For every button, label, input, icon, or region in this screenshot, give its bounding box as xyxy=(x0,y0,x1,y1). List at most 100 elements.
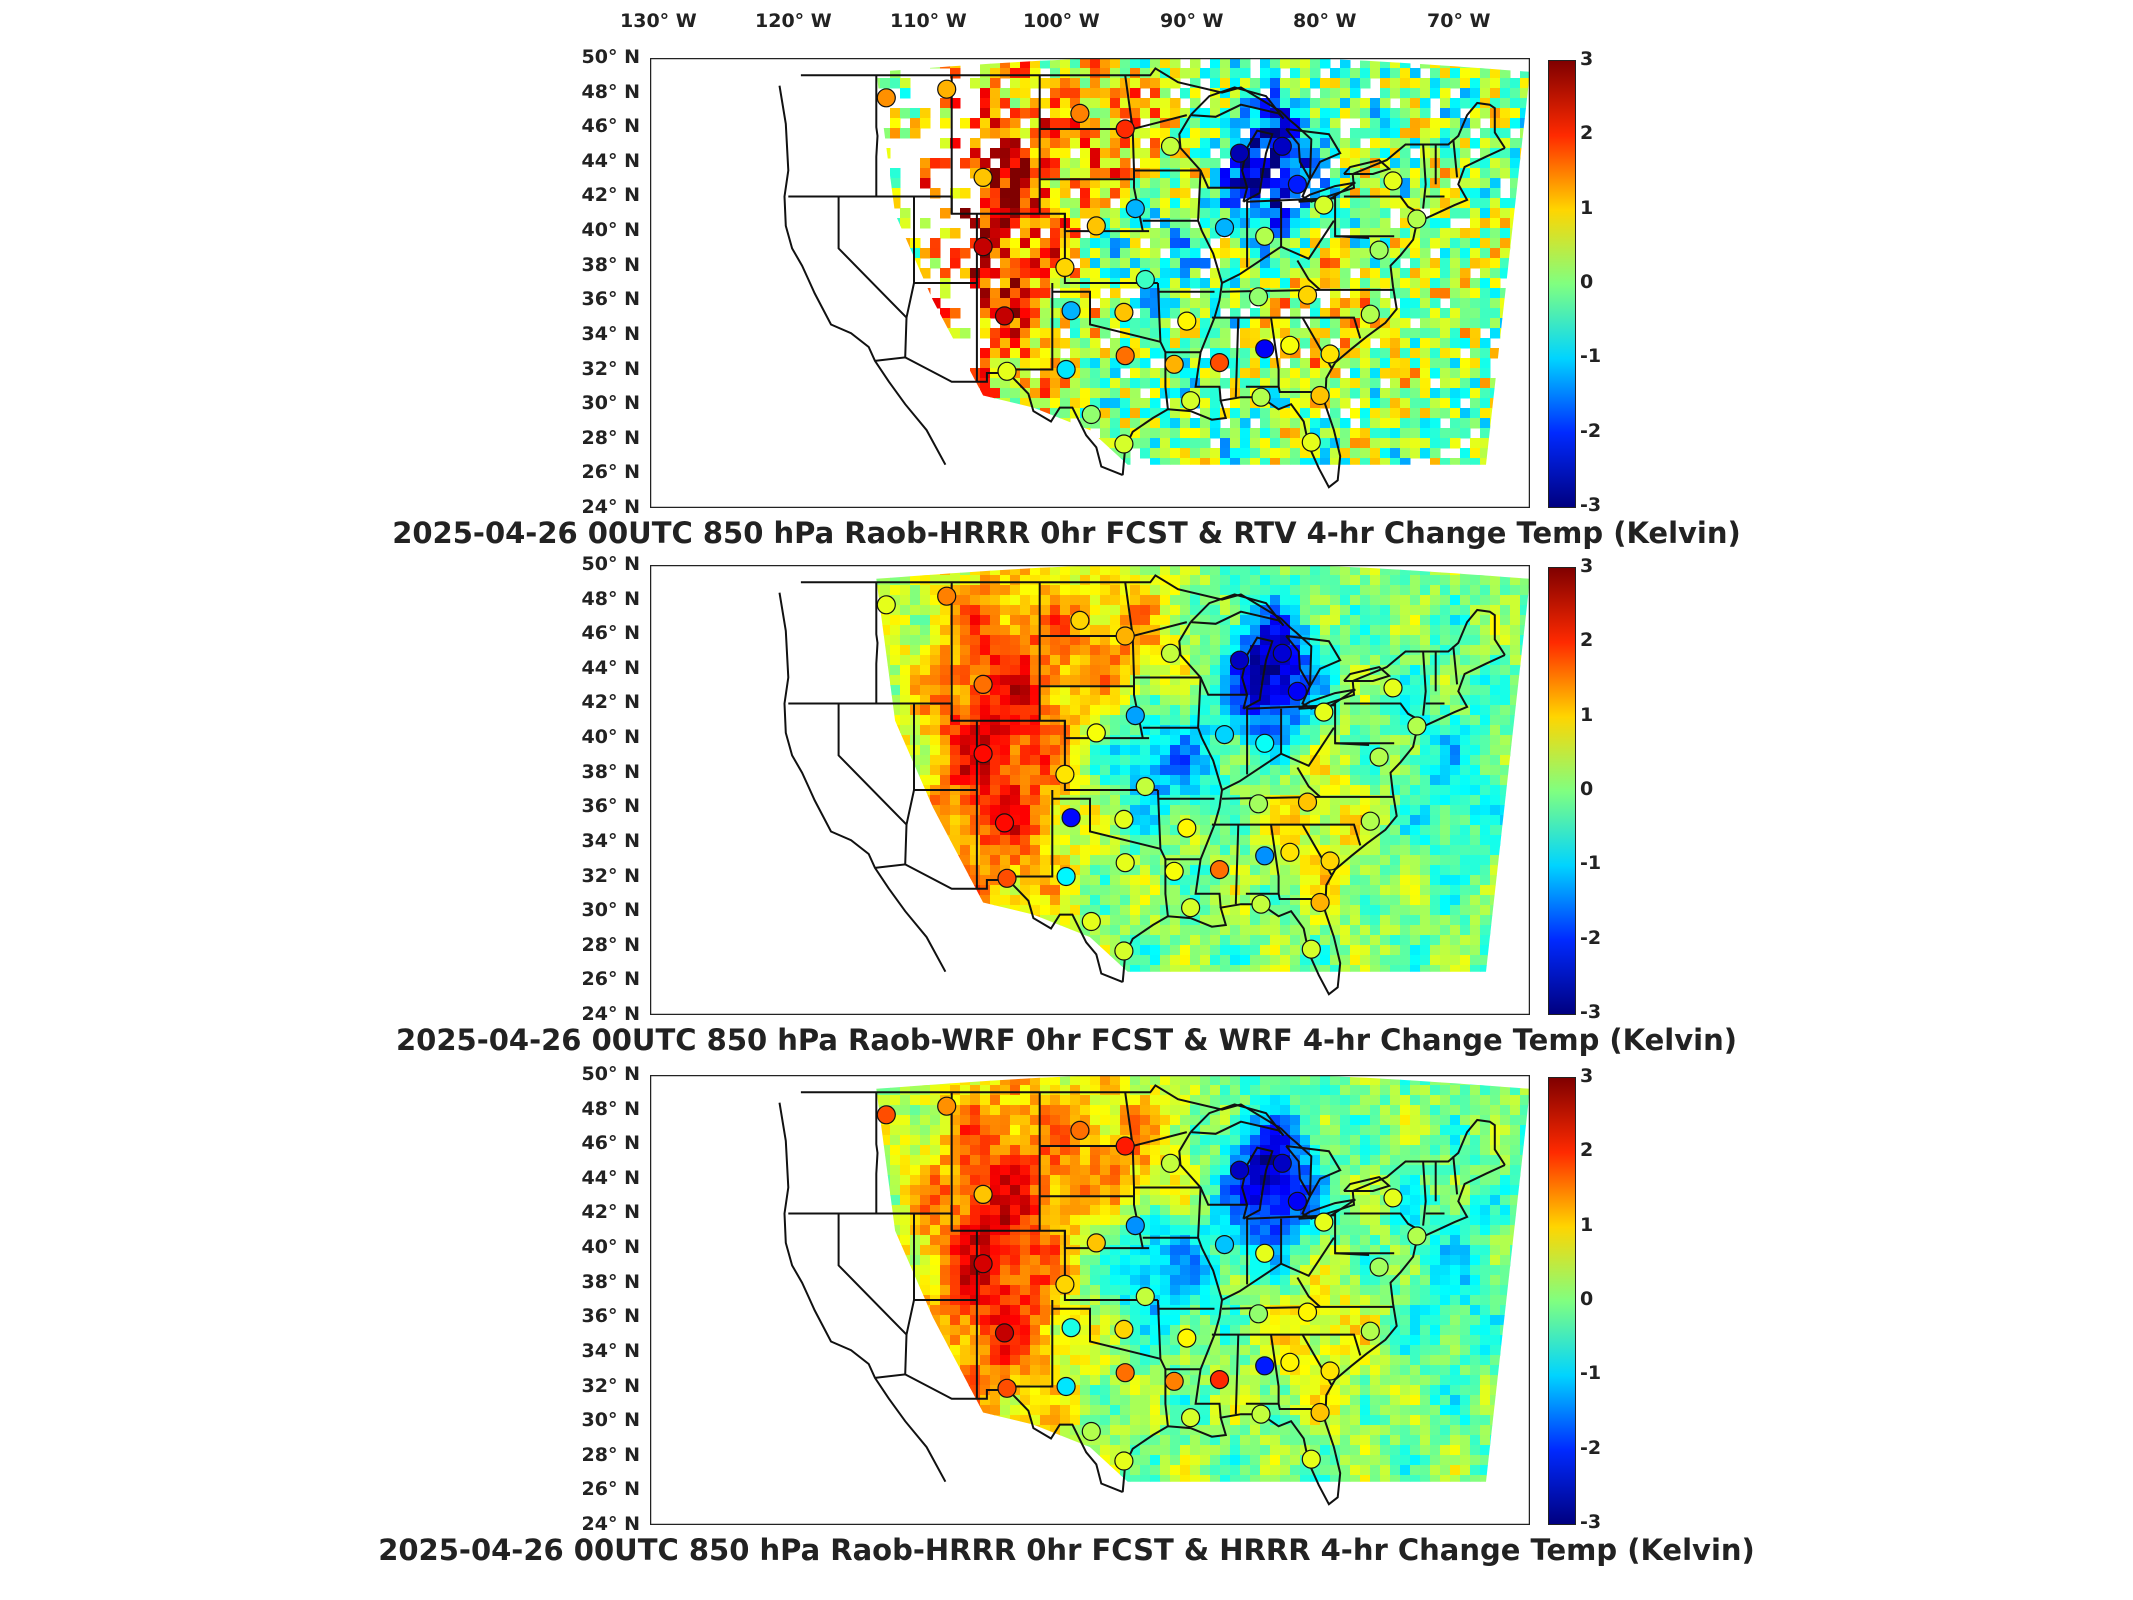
raob-station-marker xyxy=(1115,626,1135,646)
lat-label: 26° N xyxy=(581,968,640,991)
raob-station-marker xyxy=(1177,818,1197,838)
raob-station-marker xyxy=(997,361,1017,381)
lat-label: 48° N xyxy=(581,587,640,610)
temperature-map xyxy=(650,58,1530,508)
colorbar-tick: 3 xyxy=(1580,48,1594,70)
raob-station-marker xyxy=(876,88,896,108)
raob-station-marker xyxy=(994,813,1015,833)
lat-label: 38° N xyxy=(581,253,640,276)
raob-station-marker xyxy=(1301,1449,1321,1469)
lat-label: 38° N xyxy=(581,1270,640,1293)
raob-station-marker xyxy=(1115,853,1135,873)
raob-station-marker xyxy=(1369,1257,1389,1277)
raob-station-marker xyxy=(1055,257,1075,277)
raob-station-marker xyxy=(997,868,1017,888)
lon-label: 70° W xyxy=(1427,10,1491,32)
raob-station-marker xyxy=(1251,1404,1271,1424)
raob-station-marker xyxy=(1160,136,1181,156)
colorbar-tick: -1 xyxy=(1580,852,1602,875)
raob-station-marker xyxy=(973,744,993,764)
lon-label: 80° W xyxy=(1293,10,1357,32)
raob-station-marker xyxy=(1125,199,1145,219)
raob-station-marker xyxy=(1297,285,1318,305)
lat-label: 30° N xyxy=(581,392,640,415)
raob-station-marker xyxy=(1115,1136,1135,1156)
lat-label: 28° N xyxy=(581,426,640,449)
raob-station-marker xyxy=(973,167,993,188)
raob-station-marker xyxy=(1115,119,1135,139)
raob-station-marker xyxy=(1114,1319,1134,1339)
lon-label: 130° W xyxy=(620,10,697,32)
raob-station-marker xyxy=(1135,1286,1155,1307)
colorbar-tick: 1 xyxy=(1580,196,1594,219)
raob-station-marker xyxy=(1081,1421,1101,1442)
lat-label: 42° N xyxy=(581,1201,640,1224)
raob-station-marker xyxy=(1314,1212,1334,1232)
panel-title: 2025-04-26 00UTC 850 hPa Raob-HRRR 0hr F… xyxy=(378,1533,1755,1567)
lat-label: 30° N xyxy=(581,899,640,922)
raob-station-marker xyxy=(1081,404,1101,425)
raob-station-marker xyxy=(1114,809,1134,829)
raob-station-marker xyxy=(1407,1226,1427,1246)
panel-title: 2025-04-26 00UTC 850 hPa Raob-HRRR 0hr F… xyxy=(392,516,1741,550)
lat-label: 46° N xyxy=(581,115,640,138)
raob-station-marker xyxy=(1114,302,1134,322)
raob-station-marker xyxy=(1229,650,1250,670)
raob-station-marker xyxy=(1114,434,1134,454)
raob-station-marker xyxy=(1070,610,1090,631)
raob-station-marker xyxy=(1055,764,1075,784)
lat-label: 32° N xyxy=(581,864,640,887)
raob-station-marker xyxy=(1383,678,1403,698)
raob-station-marker xyxy=(1209,860,1230,880)
lon-label: 110° W xyxy=(890,10,967,32)
temperature-field xyxy=(876,565,1530,972)
raob-station-marker xyxy=(1360,811,1380,831)
lat-label: 40° N xyxy=(581,726,640,749)
colorbar-tick: 0 xyxy=(1580,778,1594,800)
raob-stations xyxy=(876,586,1427,961)
raob-station-marker xyxy=(1125,1216,1145,1236)
raob-station-marker xyxy=(1314,195,1334,215)
lat-label: 46° N xyxy=(581,622,640,645)
lon-label: 120° W xyxy=(755,10,832,32)
raob-station-marker xyxy=(1320,851,1340,871)
raob-station-marker xyxy=(1383,1188,1403,1208)
raob-station-marker xyxy=(1280,335,1300,355)
raob-station-marker xyxy=(1061,808,1081,828)
lat-label: 50° N xyxy=(581,1063,640,1085)
colorbar-tick: 3 xyxy=(1580,555,1594,577)
raob-station-marker xyxy=(876,595,896,615)
raob-station-marker xyxy=(1310,385,1330,406)
colorbar-tick: -2 xyxy=(1580,926,1602,949)
colorbar-tick: 2 xyxy=(1580,629,1594,652)
raob-station-marker xyxy=(1125,706,1145,726)
lat-label: 40° N xyxy=(581,1236,640,1259)
colorbar-tick: 0 xyxy=(1580,271,1594,293)
colorbar-tick: -2 xyxy=(1580,419,1602,442)
colorbar xyxy=(1548,567,1576,1015)
raob-station-marker xyxy=(1180,391,1201,411)
raob-station-marker xyxy=(1086,1233,1106,1253)
panel-title: 2025-04-26 00UTC 850 hPa Raob-WRF 0hr FC… xyxy=(395,1023,1737,1057)
raob-station-marker xyxy=(1177,311,1197,331)
raob-station-marker xyxy=(1255,846,1275,866)
lat-label: 28° N xyxy=(581,1443,640,1466)
raob-station-marker xyxy=(1248,1304,1269,1324)
raob-station-marker xyxy=(1251,387,1271,407)
raob-station-marker xyxy=(1301,432,1321,452)
raob-station-marker xyxy=(1056,359,1076,380)
colorbar-tick: 1 xyxy=(1580,1213,1594,1236)
lat-label: 26° N xyxy=(581,1478,640,1501)
lat-label: 26° N xyxy=(581,461,640,484)
raob-station-marker xyxy=(937,1096,957,1116)
lat-label: 36° N xyxy=(581,288,640,311)
lat-label: 30° N xyxy=(581,1409,640,1432)
raob-station-marker xyxy=(1164,861,1184,881)
colorbar xyxy=(1548,1077,1576,1525)
raob-station-marker xyxy=(1180,898,1201,918)
raob-station-marker xyxy=(1135,776,1155,797)
raob-station-marker xyxy=(1407,209,1427,229)
colorbar-tick: -1 xyxy=(1580,1362,1602,1385)
raob-station-marker xyxy=(1135,269,1155,290)
raob-station-marker xyxy=(1114,941,1134,961)
